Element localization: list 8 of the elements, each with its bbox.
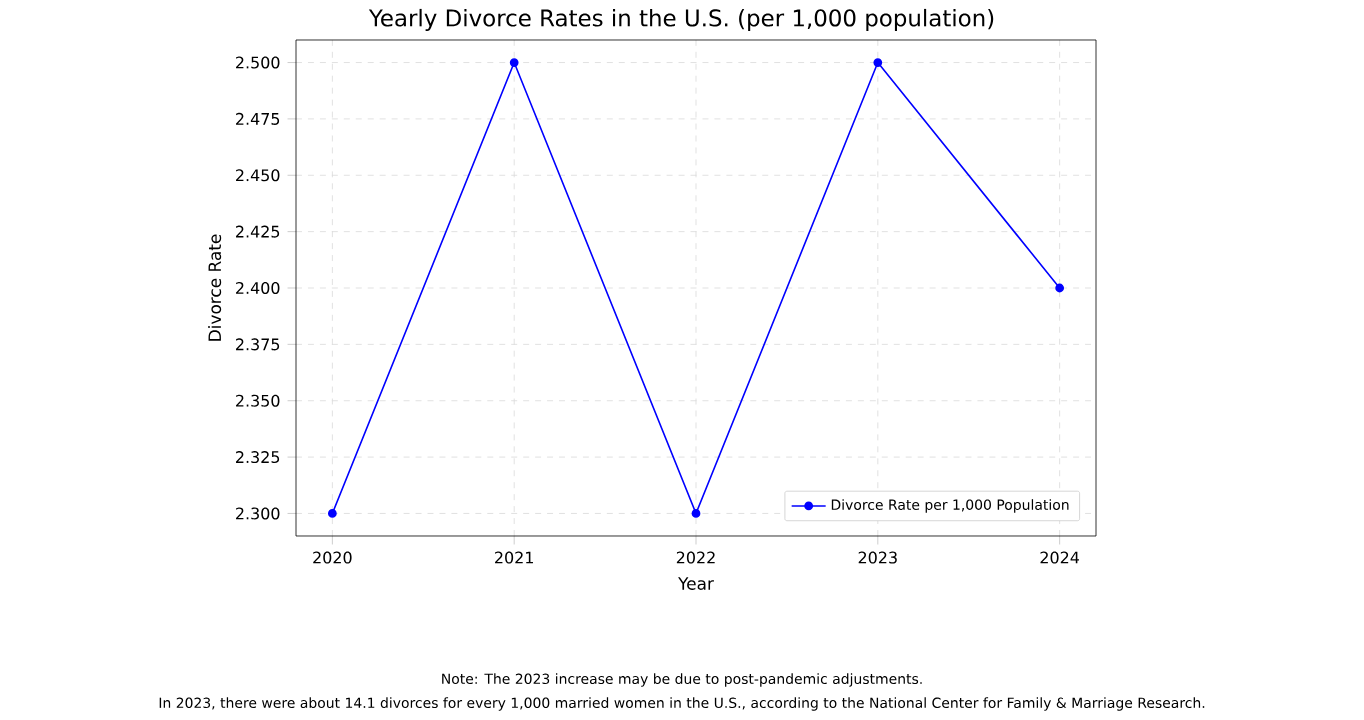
point xyxy=(691,509,701,518)
point xyxy=(327,509,337,518)
x-axis-title: Year xyxy=(678,577,714,590)
point xyxy=(873,58,883,67)
point xyxy=(509,58,519,67)
y-axis-title: Divorce Rate xyxy=(208,234,222,341)
point xyxy=(1055,283,1065,293)
chart-title: Yearly Divorce Rates in the U.S. (per 1,000 population) xyxy=(368,8,994,32)
